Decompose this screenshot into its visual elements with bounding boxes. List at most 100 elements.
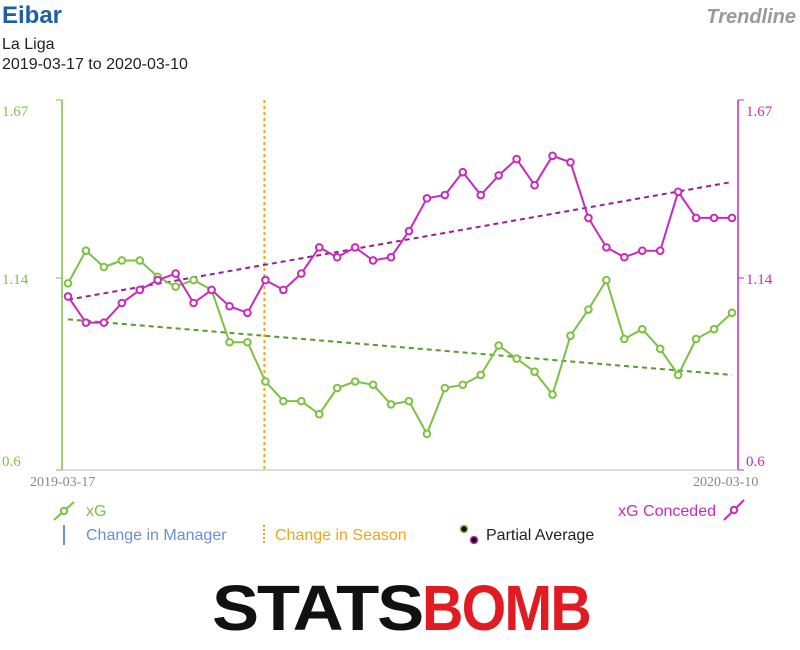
x-tick-label-start: 2019-03-17 [30,475,95,490]
legend-partial-average-label: Partial Average [486,527,594,544]
xg-conceded-point[interactable] [404,226,414,236]
xg-conceded-point[interactable] [673,187,683,197]
xg-conceded-point[interactable] [117,298,127,308]
xg-point[interactable] [63,279,73,288]
xg-point[interactable] [655,344,665,354]
xg-point[interactable] [99,262,109,272]
xg-conceded-point[interactable] [602,243,611,252]
legend-xg-marker-icon [59,506,69,516]
xg-point[interactable] [368,380,378,390]
league-name: La Liga [2,36,55,53]
xg-conceded-point[interactable] [207,285,216,295]
xg-point[interactable] [261,377,270,386]
xg-point[interactable] [494,341,504,350]
xg-trendline [67,318,733,376]
xg-conceded-point[interactable] [494,171,504,180]
xg-point[interactable] [171,282,180,291]
chart-mode-label: Trendline [706,6,796,28]
xg-point[interactable] [243,337,252,347]
xg-point[interactable] [548,390,557,399]
xg-conceded-point[interactable] [296,269,306,278]
legend-manager-label: Change in Manager [86,527,227,544]
xg-point[interactable] [476,370,486,380]
legend-xg: xG [53,501,106,521]
xg-point[interactable] [584,305,593,314]
xg-conceded-point[interactable] [458,167,468,177]
xg-conceded-point[interactable] [709,213,719,223]
legend-season-change: Change in Season [263,525,407,545]
legend-partial-average: Partial Average [459,524,594,545]
xg-conceded-point[interactable] [314,243,324,252]
xg-point[interactable] [350,377,360,386]
xg-conceded-series-line [67,154,732,324]
team-name: Eibar [2,2,63,29]
xg-point[interactable] [189,275,198,285]
xg-conceded-point[interactable] [655,246,665,255]
xg-conceded-point[interactable] [727,213,737,223]
xg-point[interactable] [709,324,719,334]
xg-point[interactable] [620,334,629,344]
xg-conceded-point[interactable] [171,269,180,278]
xg-conceded-point[interactable] [279,285,288,295]
xg-point[interactable] [332,383,342,393]
xg-point[interactable] [530,367,539,376]
xg-conceded-point[interactable] [243,308,252,318]
logo-bomb-text: BOMB [422,572,590,644]
xg-conceded-point[interactable] [189,298,198,308]
xg-point[interactable] [637,324,647,334]
xg-conceded-point[interactable] [261,275,270,285]
xg-point[interactable] [440,383,450,393]
xg-conceded-point[interactable] [476,190,486,200]
xg-point[interactable] [512,354,521,363]
xg-point[interactable] [458,380,468,390]
y-right-tick-label-mid: 1.14 [746,272,773,288]
xg-conceded-point[interactable] [153,275,163,285]
xg-conceded-point[interactable] [386,252,396,262]
y-right-tick-label-bottom: 0.6 [746,454,765,470]
legend-xg-conceded: xG Conceded [618,499,745,521]
logo-stats-text: STATS [212,572,422,644]
xg-point[interactable] [296,396,306,406]
xg-point[interactable] [386,400,396,409]
xg-point[interactable] [117,256,127,265]
xg-conceded-point[interactable] [350,243,360,252]
xg-conceded-point[interactable] [620,252,629,262]
legend-season-label: Change in Season [275,527,407,544]
xg-conceded-point[interactable] [530,180,539,190]
legend-partial-dot-green-icon [459,524,469,534]
xg-conceded-point[interactable] [332,252,342,262]
xg-point[interactable] [566,331,575,341]
xg-conceded-point[interactable] [548,151,557,161]
xg-conceded-point[interactable] [225,301,234,311]
xg-conceded-point[interactable] [512,154,521,164]
date-range: 2019-03-17 to 2020-03-10 [2,56,188,73]
statsbomb-logo: STATS BOMB [212,572,592,644]
xg-conceded-point[interactable] [135,285,145,295]
xg-conceded-point[interactable] [584,213,593,223]
xg-point[interactable] [404,396,414,406]
legend-xg-label: xG [86,503,106,520]
xg-point[interactable] [602,275,611,285]
legend-xg-conceded-marker-icon [729,505,739,515]
xg-point[interactable] [727,308,737,318]
xg-conceded-point[interactable] [422,194,432,203]
legend-manager-change: Change in Manager [63,525,227,545]
xg-conceded-point[interactable] [99,318,109,327]
xg-point[interactable] [225,337,234,347]
xg-conceded-point[interactable] [691,213,701,223]
y-right-tick-label-top: 1.67 [746,104,773,120]
xg-point[interactable] [81,246,91,255]
xg-point[interactable] [135,256,145,265]
xg-conceded-point[interactable] [637,246,647,255]
xg-conceded-point[interactable] [63,292,73,301]
xg-point[interactable] [422,429,432,439]
xg-conceded-point[interactable] [440,190,450,200]
xg-conceded-point[interactable] [81,318,91,327]
xg-point[interactable] [314,409,324,419]
xg-point[interactable] [279,396,288,406]
xg-point[interactable] [673,370,683,380]
xg-conceded-point[interactable] [566,158,575,167]
xg-conceded-point[interactable] [368,256,378,265]
xg-point[interactable] [691,334,701,344]
